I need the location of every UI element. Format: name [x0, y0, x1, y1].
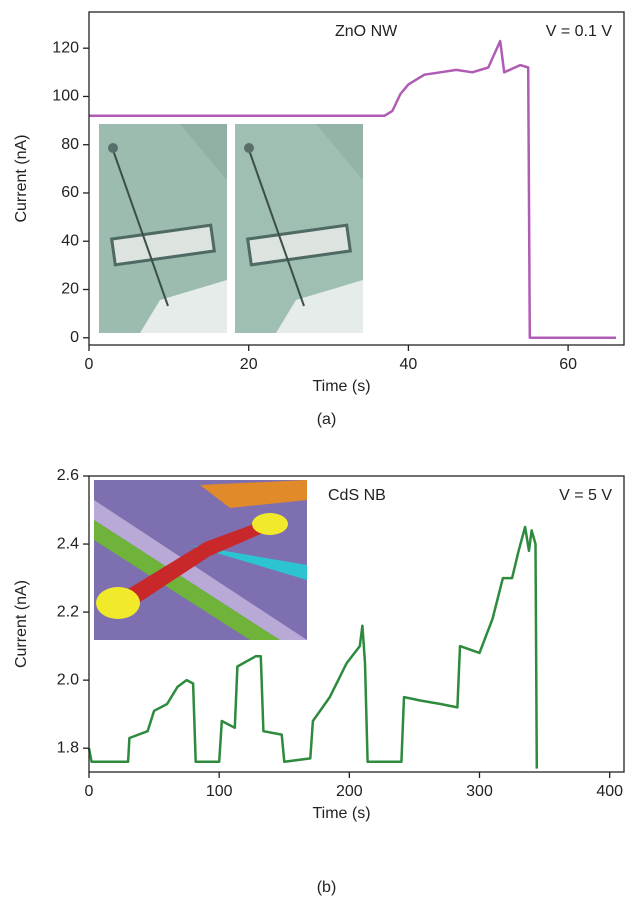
annotation: CdS NB — [328, 487, 386, 504]
y-tick-label: 20 — [61, 281, 79, 298]
x-tick-label: 20 — [240, 356, 258, 373]
y-tick-label: 40 — [61, 232, 79, 249]
x-axis-label: Time (s) — [312, 805, 370, 822]
y-tick-label: 60 — [61, 184, 79, 201]
y-tick-label: 2.6 — [57, 467, 79, 484]
inset-photos — [99, 124, 363, 333]
x-tick-label: 60 — [559, 356, 577, 373]
panel-label: (b) — [317, 879, 337, 896]
y-tick-label: 2.4 — [57, 535, 79, 552]
plot-frame — [88, 475, 625, 773]
y-tick-label: 120 — [52, 39, 79, 56]
data-line — [87, 525, 539, 769]
y-tick-label: 100 — [52, 88, 79, 105]
x-tick-label: 300 — [466, 783, 493, 800]
annotation: V = 0.1 V — [546, 23, 613, 40]
y-tick-label: 0 — [70, 329, 79, 346]
y-tick-label: 80 — [61, 136, 79, 153]
plot-frame — [88, 11, 625, 346]
x-tick-label: 40 — [400, 356, 418, 373]
y-axis-label: Current (nA) — [13, 580, 30, 668]
x-tick-label: 0 — [85, 783, 94, 800]
y-tick-label: 1.8 — [57, 739, 79, 756]
y-tick-label: 2.0 — [57, 671, 79, 688]
y-tick-label: 2.2 — [57, 603, 79, 620]
inset-render — [94, 480, 307, 640]
data-line — [89, 39, 616, 340]
x-tick-label: 200 — [336, 783, 363, 800]
x-tick-label: 100 — [206, 783, 233, 800]
y-axis-label: Current (nA) — [13, 134, 30, 222]
x-axis-label: Time (s) — [312, 378, 370, 395]
x-tick-label: 0 — [85, 356, 94, 373]
annotation: ZnO NW — [335, 23, 398, 40]
annotation: V = 5 V — [559, 487, 612, 504]
x-tick-label: 400 — [596, 783, 623, 800]
panel-label: (a) — [317, 411, 337, 428]
